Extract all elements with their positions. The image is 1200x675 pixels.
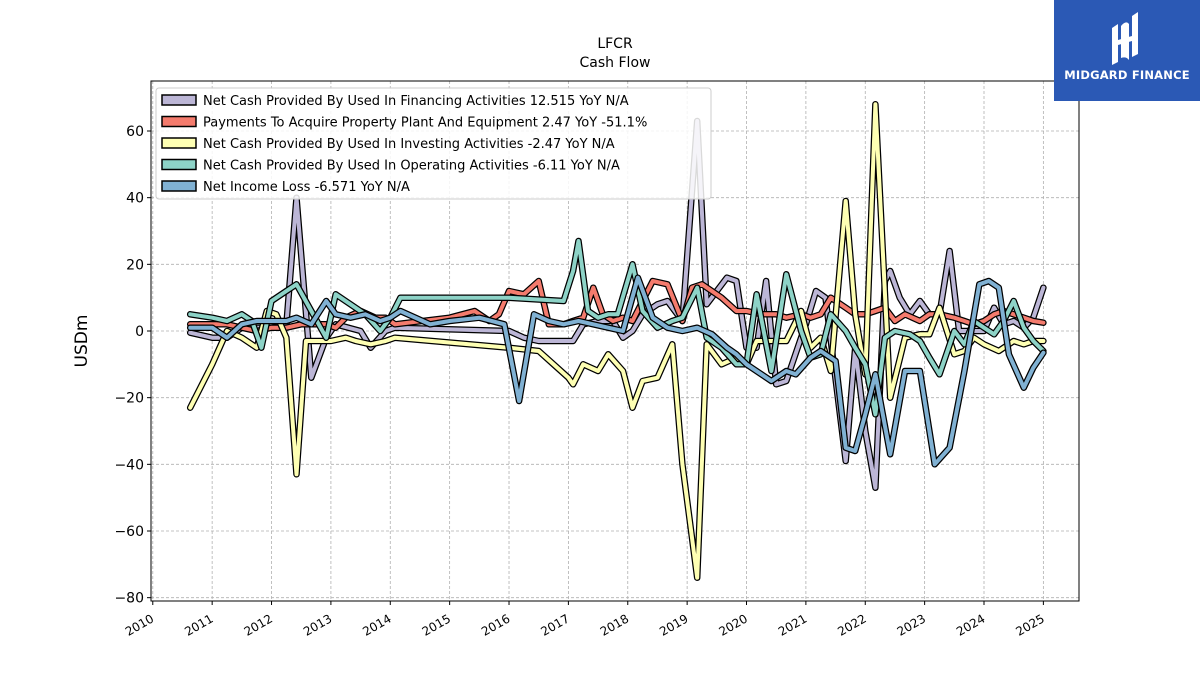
legend: Net Cash Provided By Used In Financing A… xyxy=(155,87,712,200)
y-axis-ticks: 60 40 20 0 −20 −40 −60 −80 xyxy=(114,124,151,607)
y-axis-label: USDm xyxy=(72,315,92,368)
y-tick-label: −20 xyxy=(114,391,144,407)
legend-label: Net Cash Provided By Used In Investing A… xyxy=(203,137,615,152)
midgard-finance-logo: MIDGARD FINANCE xyxy=(1054,0,1200,101)
series-3 xyxy=(186,237,1047,418)
series-4 xyxy=(186,274,1047,468)
x-tick-label: 2018 xyxy=(598,611,631,638)
y-tick-label: −80 xyxy=(114,591,144,607)
y-tick-label: −40 xyxy=(114,457,144,473)
y-tick-label: −60 xyxy=(114,524,144,540)
legend-label: Payments To Acquire Property Plant And E… xyxy=(203,116,647,131)
legend-label: Net Cash Provided By Used In Financing A… xyxy=(203,94,629,109)
x-tick-label: 2023 xyxy=(895,611,928,638)
legend-swatch xyxy=(161,115,197,128)
series-2 xyxy=(186,101,1047,581)
x-tick-label: 2022 xyxy=(835,611,868,638)
legend-swatch xyxy=(161,158,197,171)
legend-label: Net Cash Provided By Used In Operating A… xyxy=(203,159,620,174)
legend-label: Net Income Loss -6.571 YoY N/A xyxy=(203,180,410,195)
plot-frame xyxy=(150,80,1080,602)
x-tick-label: 2017 xyxy=(538,611,571,638)
y-tick-label: 60 xyxy=(126,124,144,140)
x-tick-label: 2020 xyxy=(717,611,750,638)
chart-subtitle: Cash Flow xyxy=(580,55,651,71)
chart-title: LFCR xyxy=(597,36,633,52)
legend-swatch xyxy=(161,137,197,149)
x-tick-label: 2013 xyxy=(301,611,334,638)
series-line xyxy=(188,275,1046,467)
y-tick-label: 40 xyxy=(126,191,144,207)
series-line xyxy=(188,102,1046,580)
legend-swatch xyxy=(161,180,197,192)
x-tick-label: 2025 xyxy=(1013,611,1046,638)
logo-text: MIDGARD FINANCE xyxy=(1064,68,1190,82)
y-tick-label: 20 xyxy=(126,257,144,273)
x-tick-label: 2024 xyxy=(954,611,987,638)
x-tick-label: 2012 xyxy=(242,611,275,638)
y-tick-label: 0 xyxy=(135,324,144,340)
series-line xyxy=(188,239,1046,417)
x-tick-label: 2011 xyxy=(182,611,215,638)
x-axis-ticks: 2010 2011 2012 2013 2014 2015 2016 2017 2018 2019… xyxy=(123,601,1047,639)
legend-swatch xyxy=(161,94,197,106)
logo-mark-icon xyxy=(1112,12,1138,65)
x-tick-label: 2021 xyxy=(776,611,809,638)
series-lines xyxy=(186,101,1047,581)
x-tick-label: 2019 xyxy=(657,611,690,638)
x-tick-label: 2010 xyxy=(123,611,156,638)
x-tick-label: 2015 xyxy=(420,611,453,638)
x-tick-label: 2014 xyxy=(360,611,393,638)
legend-box xyxy=(155,87,712,200)
x-tick-label: 2016 xyxy=(479,611,512,638)
